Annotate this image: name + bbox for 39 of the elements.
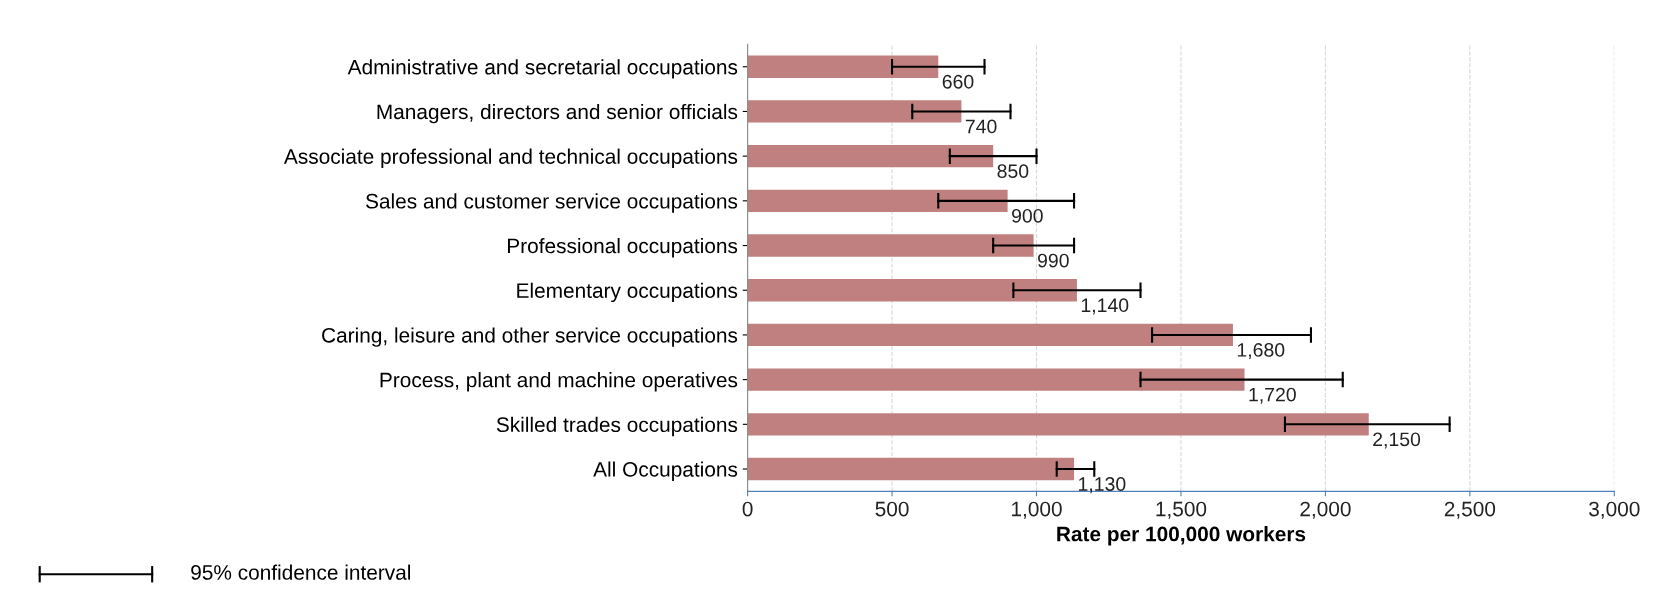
x-tick-label: 1,000 xyxy=(1012,501,1062,519)
data-label: 1,130 xyxy=(1079,477,1126,494)
y-tick-label: All Occupations xyxy=(593,461,738,481)
bar xyxy=(747,413,1369,436)
bar xyxy=(747,144,994,168)
y-tick-label: Elementary occupations xyxy=(517,282,738,303)
data-label: 2,150 xyxy=(1373,432,1421,449)
data-label: 900 xyxy=(1011,208,1043,223)
bar xyxy=(747,189,1008,213)
data-label: 1,680 xyxy=(1237,343,1285,360)
bar xyxy=(747,323,1233,347)
x-tick-label: 2,000 xyxy=(1300,501,1351,519)
text: 95% confidence interval xyxy=(191,564,411,580)
data-label: 740 xyxy=(965,119,997,134)
y-tick-label: Sales and customer service occupations xyxy=(365,193,738,213)
x-tick-label: 3,000 xyxy=(1589,501,1640,519)
y-tick-label: Administrative and secretarial occupations xyxy=(347,59,738,79)
y-tick-label: Professional occupations xyxy=(507,237,738,258)
data-label: 1,140 xyxy=(1081,298,1129,315)
x-tick-label: 0 xyxy=(742,501,753,517)
x-tick-label: 2,500 xyxy=(1444,501,1496,519)
x-axis-title: Rate per 100,000 workers xyxy=(1057,526,1306,546)
bar xyxy=(747,368,1245,391)
data-label: 990 xyxy=(1038,253,1069,268)
data-label: 660 xyxy=(942,74,974,89)
bar xyxy=(747,279,1077,302)
y-tick-label: Associate professional and technical occupations xyxy=(283,148,738,169)
bar xyxy=(747,234,1034,257)
x-tick-label: 500 xyxy=(875,501,909,517)
data-label: 1,720 xyxy=(1249,387,1296,404)
bar xyxy=(747,457,1075,481)
y-tick-label: Caring, leisure and other service occupations xyxy=(322,327,738,347)
x-tick-label: 1,500 xyxy=(1156,501,1207,519)
y-tick-label: Process, plant and machine operatives xyxy=(380,372,738,392)
data-label: 850 xyxy=(997,164,1029,179)
bar xyxy=(747,55,939,78)
y-tick-label: Managers, directors and senior officials xyxy=(377,103,738,124)
y-tick-label: Skilled trades occupations xyxy=(496,416,738,437)
bar xyxy=(747,100,962,123)
